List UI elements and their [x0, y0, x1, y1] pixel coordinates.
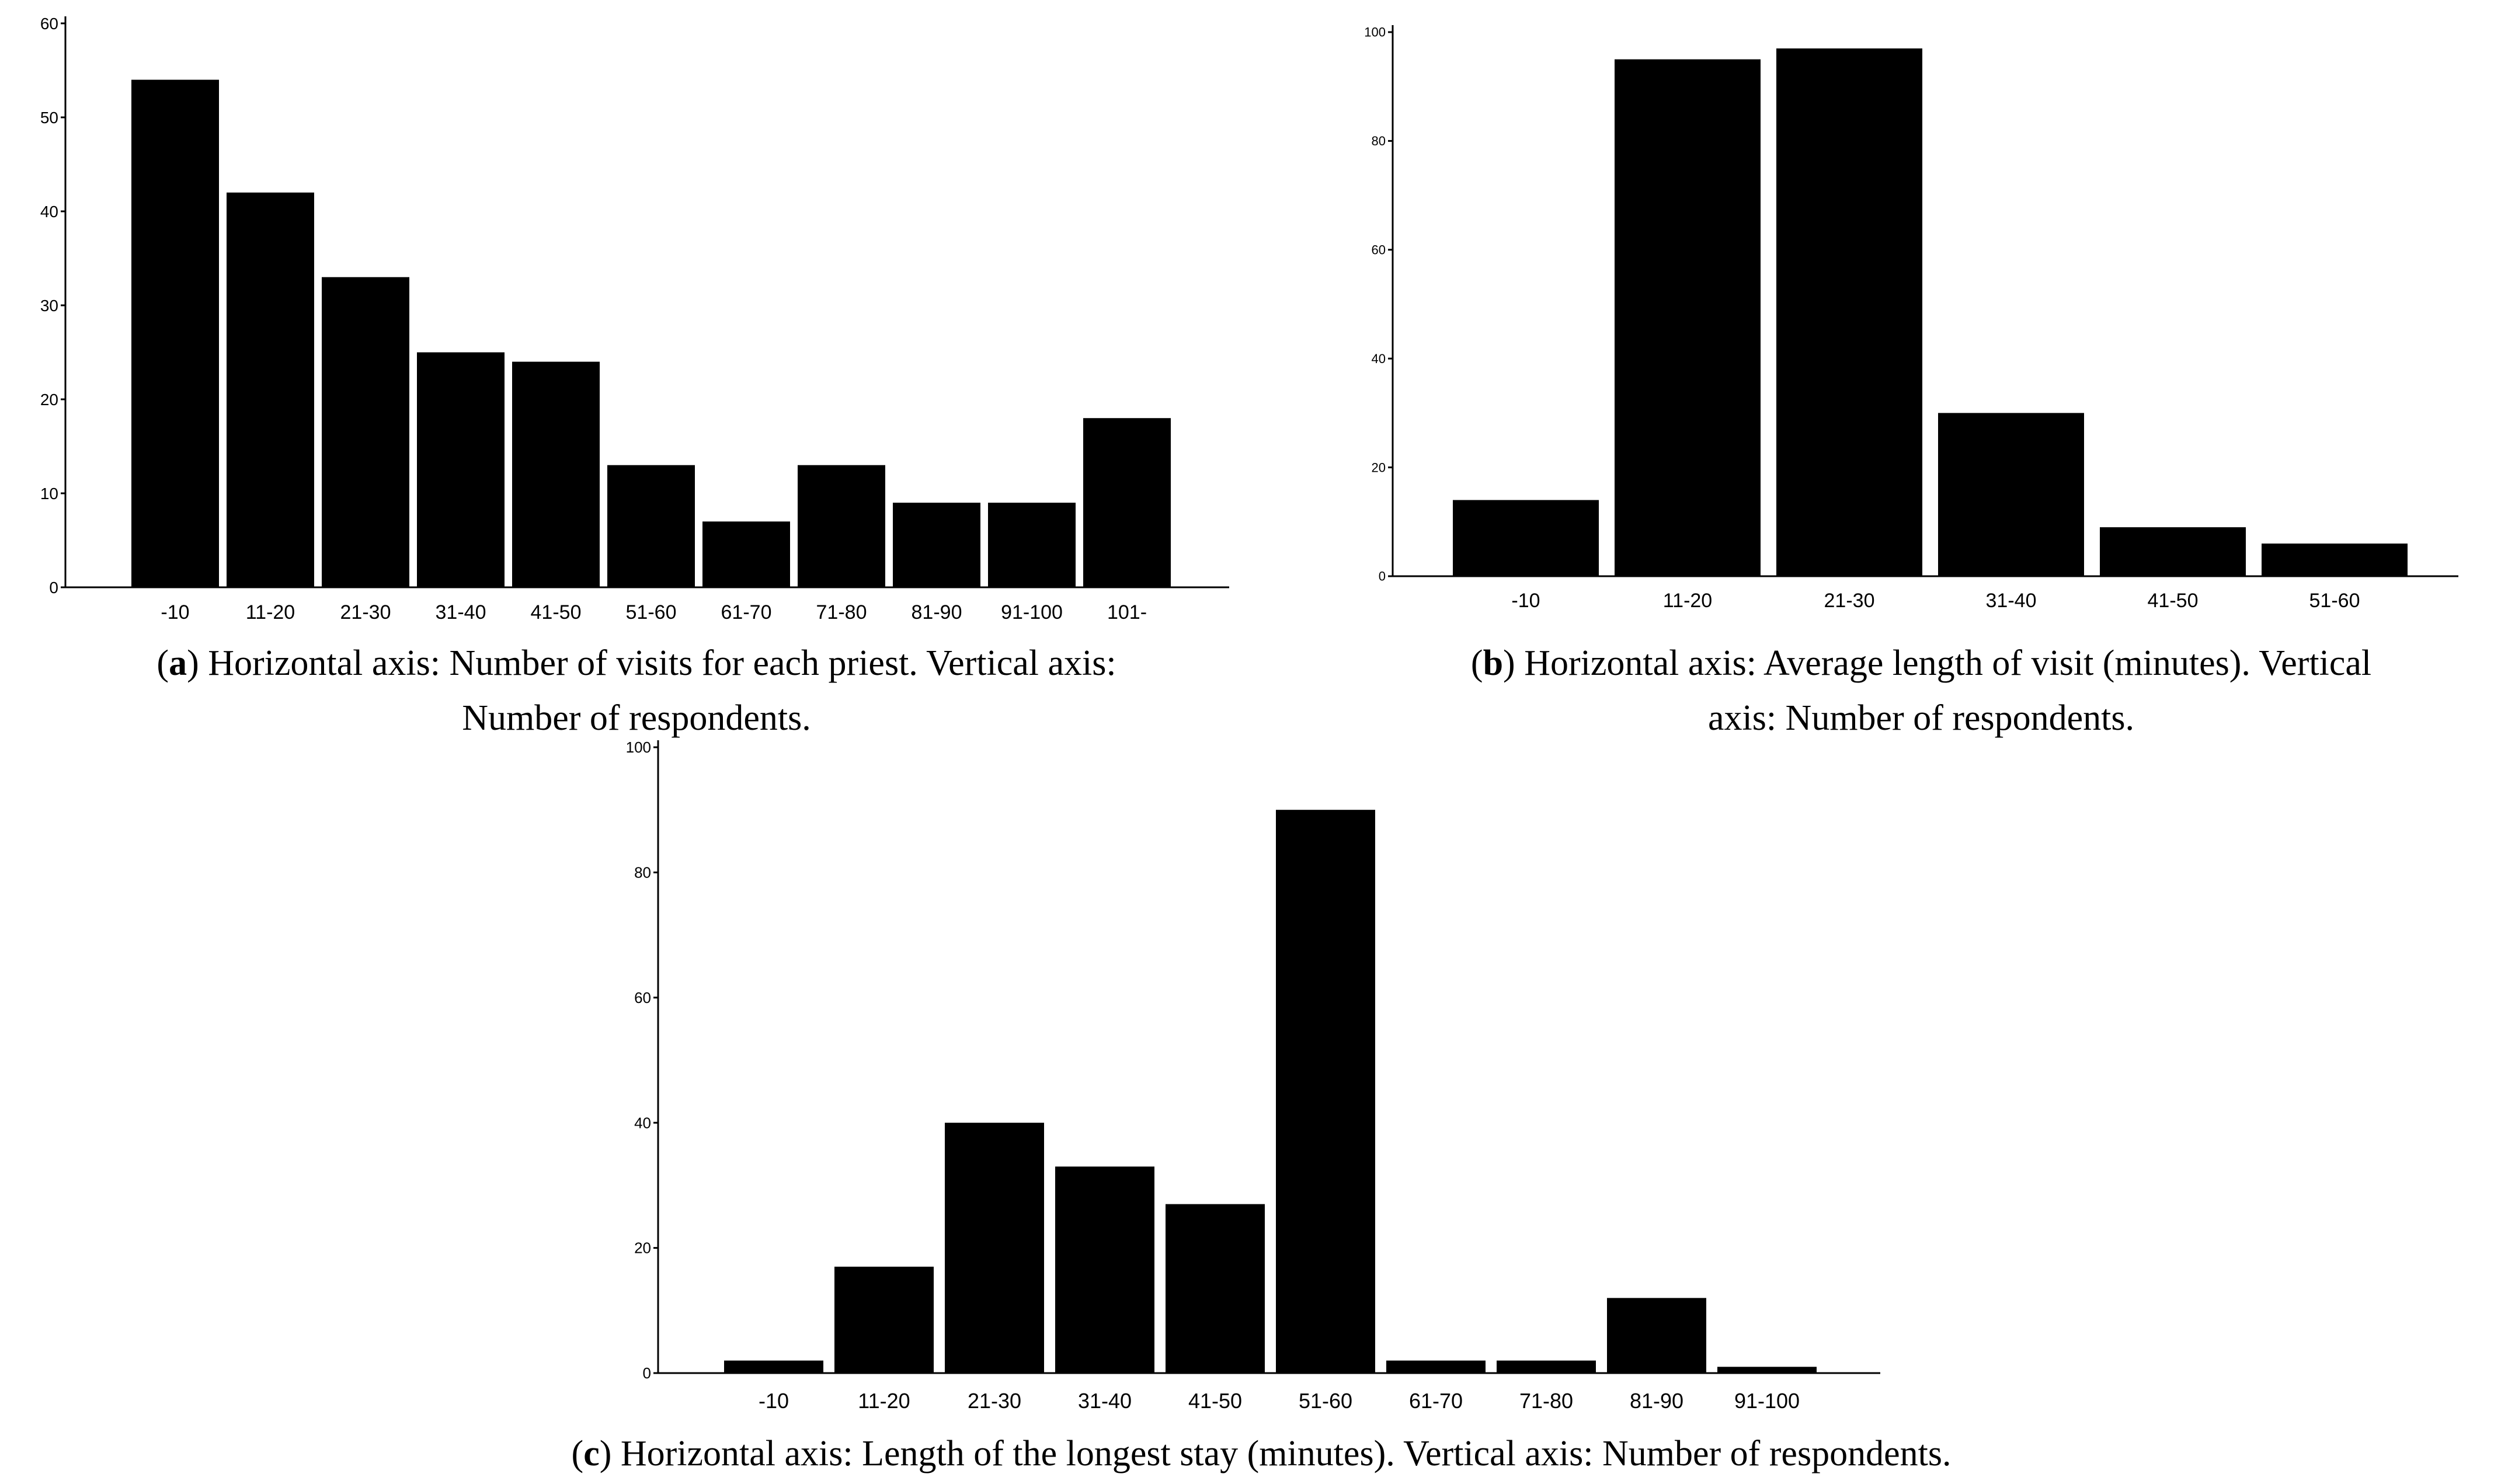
y-tick-label-c-3: 60 — [634, 989, 651, 1006]
y-tick-label-b-4: 80 — [1372, 134, 1386, 148]
bar-b-6 — [2262, 544, 2408, 576]
x-tick-label-a-11: 101- — [1107, 601, 1147, 623]
x-tick-label-c-10: 91-100 — [1734, 1389, 1800, 1413]
y-tick-label-a-6: 60 — [40, 15, 58, 33]
caption-c-letter: c — [583, 1434, 600, 1473]
bar-c-10 — [1717, 1367, 1817, 1373]
x-tick-label-b-6: 51-60 — [2309, 590, 2360, 612]
y-tick-label-b-0: 0 — [1379, 569, 1386, 584]
bar-a-11 — [1083, 418, 1171, 587]
x-tick-label-a-10: 91-100 — [1001, 601, 1063, 623]
y-tick-label-b-2: 40 — [1372, 351, 1386, 366]
chart-panel-b: 0 20 40 60 80 100 -10 11-20 21-30 31-40 41-50 51-60 — [1364, 25, 2458, 612]
caption-b-line-1: (b) Horizontal axis: Average length of v… — [1471, 643, 2371, 683]
x-tick-label-a-1: -10 — [161, 601, 189, 623]
bar-c-5 — [1166, 1204, 1265, 1373]
x-tick-label-a-9: 81-90 — [912, 601, 962, 623]
caption-a-line-2: Number of respondents. — [462, 698, 811, 738]
bar-a-6 — [607, 465, 695, 587]
bar-a-1 — [131, 79, 219, 588]
y-tick-label-b-1: 20 — [1372, 460, 1386, 475]
caption-b-line-2: axis: Number of respondents. — [1708, 698, 2134, 738]
x-tick-label-b-1: -10 — [1511, 590, 1540, 612]
x-tick-label-a-6: 51-60 — [626, 601, 677, 623]
bar-c-6 — [1276, 810, 1375, 1373]
y-tick-label-b-3: 60 — [1372, 243, 1386, 257]
x-tick-label-c-8: 71-80 — [1519, 1389, 1573, 1413]
x-tick-label-a-7: 61-70 — [721, 601, 772, 623]
y-tick-label-a-4: 40 — [40, 203, 58, 221]
caption-a-text-1: Horizontal axis: Number of visits for ea… — [208, 643, 1116, 683]
caption-b-text-1: Horizontal axis: Average length of visit… — [1524, 643, 2371, 683]
y-tick-label-c-4: 80 — [634, 864, 651, 882]
x-tick-label-a-2: 11-20 — [246, 601, 295, 623]
y-tick-label-a-2: 20 — [40, 391, 58, 409]
x-tick-label-b-5: 41-50 — [2148, 590, 2199, 612]
x-tick-label-b-3: 21-30 — [1824, 590, 1875, 612]
bar-c-2 — [834, 1266, 934, 1373]
bar-c-3 — [945, 1123, 1044, 1373]
bar-b-2 — [1615, 59, 1761, 577]
x-tick-label-c-2: 11-20 — [858, 1389, 910, 1413]
caption-b-letter: b — [1483, 643, 1503, 683]
y-tick-label-b-5: 100 — [1364, 25, 1386, 40]
bar-a-3 — [322, 277, 409, 587]
x-tick-label-b-2: 11-20 — [1663, 590, 1712, 612]
y-tick-label-a-5: 50 — [40, 109, 58, 127]
bar-c-7 — [1386, 1360, 1486, 1373]
bar-b-1 — [1453, 500, 1599, 576]
bar-b-5 — [2100, 527, 2246, 576]
bar-a-10 — [988, 503, 1076, 587]
x-tick-label-c-7: 61-70 — [1409, 1389, 1463, 1413]
chart-panel-a: 0 10 20 30 40 50 60 -10 11-20 21-30 31-40 41-50 51-6… — [40, 15, 1229, 623]
y-tick-label-c-5: 100 — [626, 738, 651, 756]
y-tick-label-c-1: 20 — [634, 1239, 651, 1257]
caption-a-letter: a — [169, 643, 187, 683]
y-tick-label-c-2: 40 — [634, 1114, 651, 1131]
x-tick-label-b-4: 31-40 — [1986, 590, 2037, 612]
chart-panel-c: 0 20 40 60 80 100 -10 11-20 21-30 31-40 41-50 51-60… — [626, 738, 1880, 1413]
bar-b-4 — [1938, 413, 2084, 576]
x-tick-label-a-3: 21-30 — [340, 601, 391, 623]
caption-c-text-1: Horizontal axis: Length of the longest s… — [621, 1434, 1952, 1473]
bar-b-3 — [1776, 48, 1922, 576]
y-tick-label-c-0: 0 — [643, 1364, 651, 1382]
x-tick-label-a-5: 41-50 — [531, 601, 582, 623]
x-tick-label-c-1: -10 — [759, 1389, 789, 1413]
y-tick-label-a-1: 10 — [40, 485, 58, 503]
bar-c-1 — [724, 1360, 823, 1373]
x-tick-label-c-9: 81-90 — [1630, 1389, 1683, 1413]
caption-a-line-1: (a) Horizontal axis: Number of visits fo… — [156, 643, 1116, 683]
bar-a-7 — [702, 521, 790, 587]
y-tick-label-a-3: 30 — [40, 297, 58, 315]
bar-a-9 — [893, 503, 980, 587]
x-tick-label-c-3: 21-30 — [968, 1389, 1021, 1413]
bar-a-2 — [227, 192, 314, 587]
x-tick-label-a-4: 31-40 — [436, 601, 486, 623]
y-tick-label-a-0: 0 — [49, 579, 58, 597]
caption-c-line-1: (c) Horizontal axis: Length of the longe… — [572, 1434, 1952, 1473]
x-tick-label-c-5: 41-50 — [1188, 1389, 1242, 1413]
bar-c-9 — [1607, 1298, 1706, 1373]
bar-a-4 — [417, 352, 505, 587]
bar-a-8 — [798, 465, 885, 587]
x-tick-label-c-6: 51-60 — [1299, 1389, 1352, 1413]
bar-c-8 — [1497, 1360, 1596, 1373]
bar-a-5 — [512, 361, 600, 587]
bar-c-4 — [1055, 1166, 1154, 1373]
x-tick-label-a-8: 71-80 — [816, 601, 867, 623]
x-tick-label-c-4: 31-40 — [1078, 1389, 1132, 1413]
